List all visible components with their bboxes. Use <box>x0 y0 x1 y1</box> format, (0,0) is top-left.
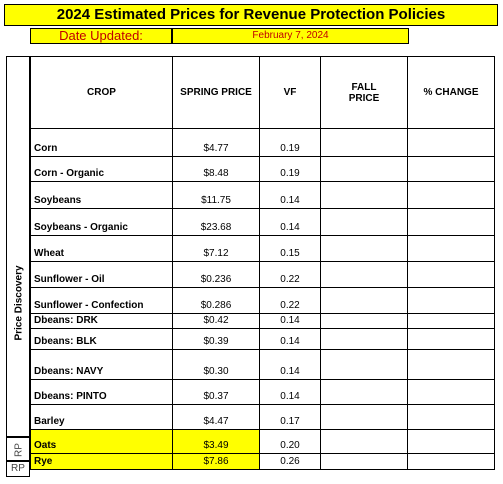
spring-price-cell: $8.48 <box>172 156 260 182</box>
spring-price-cell: $4.77 <box>172 128 260 157</box>
crop-cell: Dbeans: PINTO <box>30 379 173 405</box>
crop-cell: Soybeans <box>30 181 173 209</box>
crop-cell: Dbeans: BLK <box>30 328 173 350</box>
crop-cell: Sunflower - Confection <box>30 287 173 314</box>
crop-cell: Oats <box>30 429 173 454</box>
pct-change-cell <box>407 156 495 182</box>
vf-cell: 0.14 <box>259 379 321 405</box>
fall-price-cell <box>320 156 408 182</box>
spring-price-cell: $7.12 <box>172 235 260 262</box>
pct-change-cell <box>407 313 495 329</box>
fall-price-cell <box>320 208 408 236</box>
table-row: Dbeans: BLK $0.39 0.14 <box>30 328 495 350</box>
vf-cell: 0.14 <box>259 181 321 209</box>
pct-change-cell <box>407 181 495 209</box>
vf-cell: 0.22 <box>259 261 321 288</box>
pct-change-cell <box>407 429 495 454</box>
pct-change-cell <box>407 235 495 262</box>
table-header-row: CROP SPRING PRICE VF FALL PRICE % CHANGE <box>30 56 495 129</box>
spring-price-cell: $23.68 <box>172 208 260 236</box>
fall-price-cell <box>320 128 408 157</box>
spring-price-cell: $0.42 <box>172 313 260 329</box>
crop-cell: Wheat <box>30 235 173 262</box>
pct-change-cell <box>407 453 495 470</box>
fall-price-cell <box>320 313 408 329</box>
header-pct-change: % CHANGE <box>407 56 495 129</box>
fall-price-cell <box>320 429 408 454</box>
table-row: Oats $3.49 0.20 <box>30 429 495 454</box>
crop-cell: Barley <box>30 404 173 430</box>
date-updated-value: February 7, 2024 <box>172 28 409 44</box>
pct-change-cell <box>407 349 495 380</box>
table-row: Dbeans: PINTO $0.37 0.14 <box>30 379 495 405</box>
vf-cell: 0.14 <box>259 208 321 236</box>
side-label: Price Discovery <box>13 265 25 341</box>
table-row: Barley $4.47 0.17 <box>30 404 495 430</box>
fall-price-cell <box>320 328 408 350</box>
spring-price-cell: $11.75 <box>172 181 260 209</box>
spring-price-cell: $0.30 <box>172 349 260 380</box>
crop-cell: Corn <box>30 128 173 157</box>
crop-cell: Sunflower - Oil <box>30 261 173 288</box>
pct-change-cell <box>407 261 495 288</box>
table-row: Soybeans $11.75 0.14 <box>30 181 495 209</box>
spring-price-cell: $3.49 <box>172 429 260 454</box>
fall-price-cell <box>320 453 408 470</box>
fall-price-cell <box>320 379 408 405</box>
pct-change-cell <box>407 379 495 405</box>
table-row: Dbeans: NAVY $0.30 0.14 <box>30 349 495 380</box>
fall-price-cell <box>320 349 408 380</box>
crop-cell: Dbeans: DRK <box>30 313 173 329</box>
page-title: 2024 Estimated Prices for Revenue Protec… <box>4 4 498 26</box>
price-table: CROP SPRING PRICE VF FALL PRICE % CHANGE… <box>30 56 495 470</box>
pct-change-cell <box>407 128 495 157</box>
table-row: Rye $7.86 0.26 <box>30 453 495 470</box>
spring-price-cell: $0.39 <box>172 328 260 350</box>
crop-cell: Rye <box>30 453 173 470</box>
vf-cell: 0.14 <box>259 313 321 329</box>
spring-price-cell: $4.47 <box>172 404 260 430</box>
rp-marker-oats: RP <box>6 437 30 461</box>
vf-cell: 0.14 <box>259 349 321 380</box>
vf-cell: 0.22 <box>259 287 321 314</box>
table-row: Wheat $7.12 0.15 <box>30 235 495 262</box>
fall-price-cell <box>320 235 408 262</box>
date-updated-label: Date Updated: <box>30 28 172 44</box>
side-label-box: Price Discovery <box>6 56 30 437</box>
table-row: Sunflower - Oil $0.236 0.22 <box>30 261 495 288</box>
vf-cell: 0.19 <box>259 128 321 157</box>
vf-cell: 0.26 <box>259 453 321 470</box>
fall-price-cell <box>320 181 408 209</box>
vf-cell: 0.14 <box>259 328 321 350</box>
spring-price-cell: $7.86 <box>172 453 260 470</box>
header-vf: VF <box>259 56 321 129</box>
header-crop: CROP <box>30 56 173 129</box>
vf-cell: 0.19 <box>259 156 321 182</box>
table-row: Soybeans - Organic $23.68 0.14 <box>30 208 495 236</box>
rp-marker-rye: RP <box>6 461 30 477</box>
crop-cell: Dbeans: NAVY <box>30 349 173 380</box>
header-fall-price: FALL PRICE <box>320 56 408 129</box>
table-row: Corn - Organic $8.48 0.19 <box>30 156 495 182</box>
spring-price-cell: $0.37 <box>172 379 260 405</box>
table-row: Dbeans: DRK $0.42 0.14 <box>30 313 495 329</box>
vf-cell: 0.17 <box>259 404 321 430</box>
header-spring-price: SPRING PRICE <box>172 56 260 129</box>
pct-change-cell <box>407 287 495 314</box>
pct-change-cell <box>407 404 495 430</box>
table-row: Sunflower - Confection $0.286 0.22 <box>30 287 495 314</box>
table-row: Corn $4.77 0.19 <box>30 128 495 157</box>
vf-cell: 0.15 <box>259 235 321 262</box>
spring-price-cell: $0.286 <box>172 287 260 314</box>
crop-cell: Soybeans - Organic <box>30 208 173 236</box>
fall-price-cell <box>320 404 408 430</box>
pct-change-cell <box>407 328 495 350</box>
pct-change-cell <box>407 208 495 236</box>
vf-cell: 0.20 <box>259 429 321 454</box>
fall-price-cell <box>320 287 408 314</box>
fall-price-cell <box>320 261 408 288</box>
spring-price-cell: $0.236 <box>172 261 260 288</box>
crop-cell: Corn - Organic <box>30 156 173 182</box>
